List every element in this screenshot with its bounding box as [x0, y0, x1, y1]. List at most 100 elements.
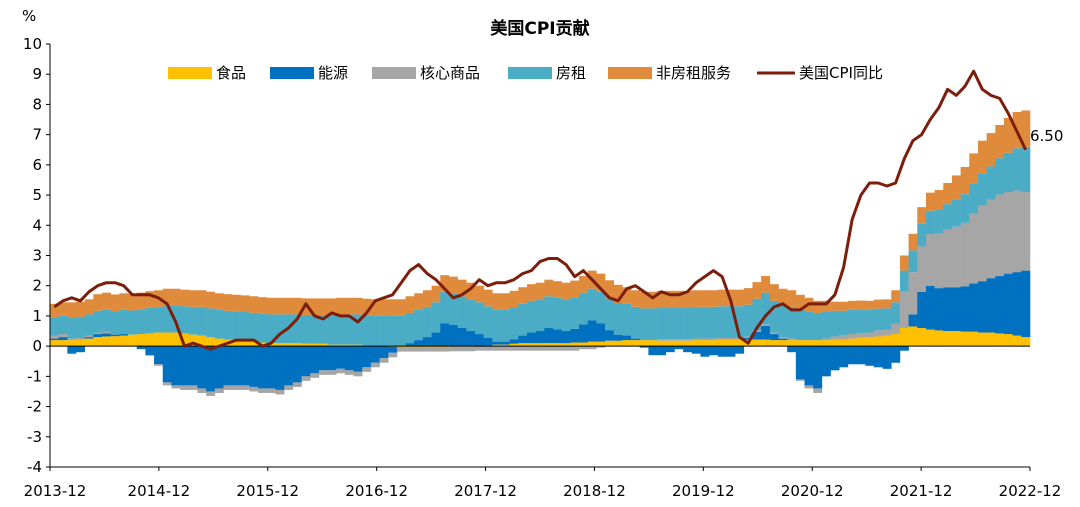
bar-shelter [960, 194, 970, 223]
bar-core-goods [448, 346, 458, 352]
bar-core-goods [1012, 190, 1022, 273]
bar-food [969, 331, 979, 347]
y-tick-label: 1 [32, 307, 42, 325]
bar-shelter [648, 308, 658, 341]
y-tick-label: -1 [27, 367, 42, 385]
bar-food [631, 340, 641, 347]
bar-core-goods [67, 338, 77, 341]
bar-shelter [769, 300, 779, 333]
bar-food [240, 340, 250, 347]
bar-core-goods [726, 337, 736, 340]
bar-shelter [93, 310, 103, 333]
bar-shelter [735, 306, 745, 338]
bar-food [622, 340, 632, 347]
bar-shelter [743, 304, 753, 337]
bar-services-ex-shelter [960, 166, 970, 195]
bar-shelter [526, 300, 536, 333]
x-tick-label: 2014-12 [128, 482, 191, 500]
bar-shelter [761, 292, 771, 325]
bar-energy [301, 346, 311, 377]
bar-food [102, 336, 112, 347]
bar-energy [717, 346, 727, 357]
bar-shelter [310, 315, 320, 344]
bar-shelter [145, 307, 155, 334]
bar-core-goods [223, 385, 233, 390]
bar-shelter [639, 308, 649, 341]
bar-services-ex-shelter [648, 291, 658, 309]
bar-food [553, 343, 562, 347]
bar-food [908, 326, 918, 347]
bar-food [648, 340, 658, 347]
bar-food [943, 331, 953, 347]
bar-shelter [908, 250, 918, 273]
bar-energy [145, 346, 155, 356]
bar-food [145, 333, 155, 347]
bar-services-ex-shelter [214, 293, 224, 310]
bar-food [873, 336, 883, 347]
bar-shelter [821, 311, 831, 339]
bar-core-goods [422, 347, 432, 352]
bar-services-ex-shelter [544, 279, 554, 297]
bar-energy [908, 314, 918, 327]
y-tick-label: 2 [32, 277, 42, 295]
bar-core-goods [396, 347, 406, 352]
bar-services-ex-shelter [631, 290, 641, 307]
bar-services-ex-shelter [674, 290, 684, 308]
x-tick-label: 2013-12 [24, 482, 87, 500]
bar-shelter [370, 315, 380, 347]
bar-shelter [986, 166, 996, 200]
bar-services-ex-shelter [206, 291, 216, 309]
bar-food [951, 331, 961, 347]
legend-swatch-energy [270, 67, 314, 79]
bar-energy [240, 346, 250, 386]
bar-energy [353, 346, 363, 372]
bar-services-ex-shelter [284, 297, 294, 315]
bar-core-goods [318, 370, 328, 375]
legend-swatch-food [168, 67, 212, 79]
bar-food [58, 340, 68, 347]
bar-energy [405, 343, 415, 347]
bar-energy [596, 323, 606, 342]
bar-shelter [613, 302, 623, 335]
bar-services-ex-shelter [986, 133, 996, 167]
bar-services-ex-shelter [570, 280, 580, 298]
bar-services-ex-shelter [995, 124, 1005, 159]
bar-food [925, 329, 935, 347]
bar-shelter [396, 315, 406, 347]
bar-shelter [457, 296, 467, 329]
bar-food [492, 344, 502, 347]
bar-shelter [58, 315, 68, 335]
bar-food [570, 342, 580, 347]
bar-energy [76, 346, 85, 353]
bar-shelter [631, 306, 641, 339]
bar-energy [882, 346, 892, 369]
bar-energy [457, 328, 467, 347]
bar-food [128, 334, 138, 347]
bar-food [232, 340, 242, 347]
bar-shelter [318, 315, 328, 344]
bar-food [735, 339, 745, 347]
bar-core-goods [275, 389, 285, 395]
bar-core-goods [830, 336, 840, 340]
bar-energy [899, 346, 909, 351]
bar-energy [665, 346, 675, 353]
bar-core-goods [258, 388, 268, 393]
bar-food [1003, 334, 1013, 347]
bar-food [804, 340, 814, 347]
bar-shelter [934, 209, 944, 234]
bar-energy [691, 346, 701, 354]
last-value-label: 6.50 [1030, 127, 1063, 145]
bar-food [717, 339, 727, 347]
bar-shelter [362, 315, 372, 346]
bar-services-ex-shelter [891, 290, 901, 303]
bar-energy [804, 346, 814, 386]
bar-food [813, 340, 823, 347]
bar-core-goods [474, 346, 484, 351]
bar-food [526, 343, 536, 347]
bar-food [180, 333, 190, 347]
bar-food [1021, 337, 1031, 347]
bar-core-goods [188, 385, 198, 390]
bar-services-ex-shelter [136, 292, 146, 310]
bar-energy [93, 334, 103, 338]
bar-energy [1012, 272, 1022, 336]
